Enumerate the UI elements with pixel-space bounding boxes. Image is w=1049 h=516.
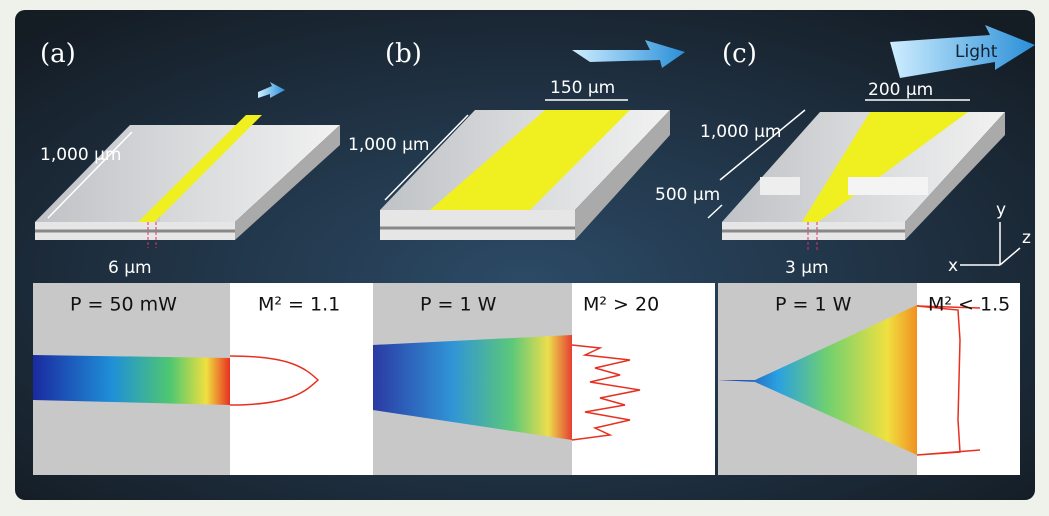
beam-quality-label: M² < 1.5	[928, 294, 1010, 316]
panel-label: (a)	[40, 39, 76, 69]
axis-label: z	[1022, 228, 1031, 248]
dimension-label: 3 µm	[785, 258, 829, 278]
dimension-label: 6 µm	[108, 258, 152, 278]
figure: (a) (b) (c) 1,000 µm 6 µm 1,000 µm 150 µ…	[0, 0, 1049, 516]
dimension-label: 1,000 µm	[700, 122, 781, 142]
dimension-label: 200 µm	[868, 80, 933, 100]
power-label: P = 1 W	[420, 294, 497, 316]
dimension-label: 1,000 µm	[40, 145, 121, 165]
dimension-label: 1,000 µm	[348, 135, 429, 155]
beam-quality-label: M² = 1.1	[258, 294, 340, 316]
panel-label: (c)	[722, 39, 757, 69]
dimension-label: 500 µm	[655, 185, 720, 205]
axis-label: x	[948, 256, 958, 276]
beam-quality-label: M² > 20	[583, 294, 659, 316]
panel-label: (b)	[385, 39, 422, 69]
dimension-label: 150 µm	[550, 78, 615, 98]
power-label: P = 50 mW	[70, 294, 177, 316]
arrow-label: Light	[955, 42, 998, 62]
power-label: P = 1 W	[775, 294, 852, 316]
axis-label: y	[996, 200, 1006, 220]
